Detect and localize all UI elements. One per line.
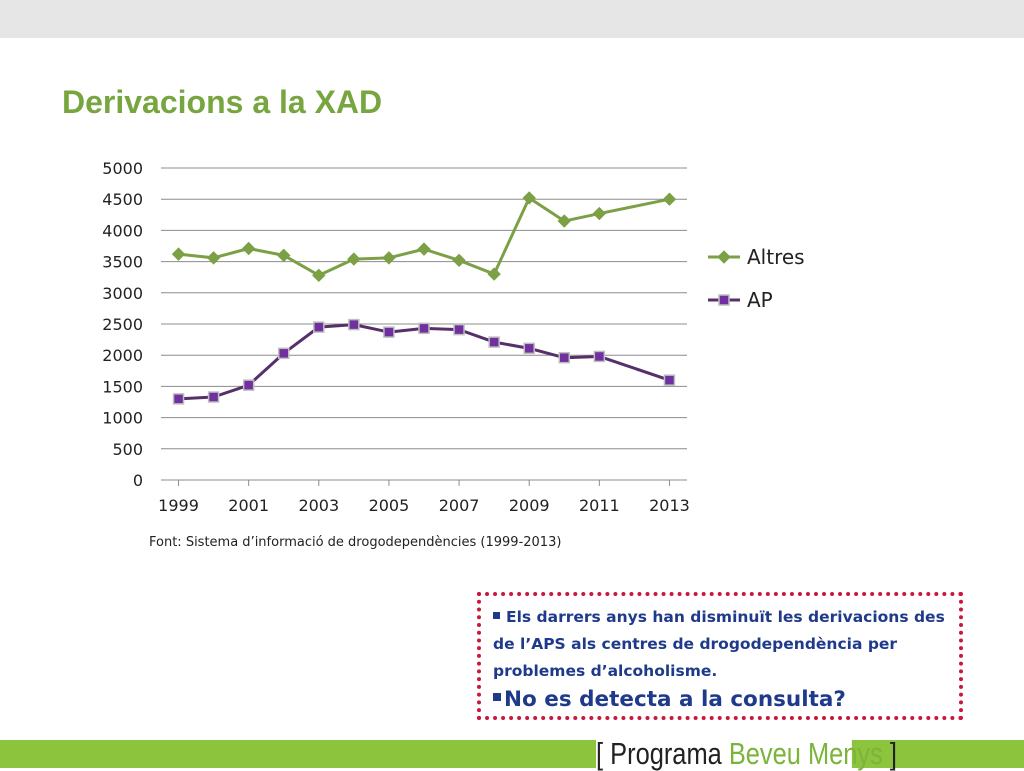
data-point-square [418, 322, 430, 335]
data-point-square [313, 321, 325, 333]
data-point-square [488, 336, 500, 348]
y-tick-label: 3000 [102, 284, 143, 303]
x-tick-label: 2005 [369, 496, 410, 515]
series-line [178, 323, 670, 401]
line-chart: 0 500 1000 1500 2000 2500 3000 3500 4000 4500 5000… [102, 159, 805, 515]
chart-grid [161, 167, 687, 450]
footer-band [0, 740, 1024, 768]
y-tick-label: 500 [112, 440, 143, 459]
data-point-diamond [241, 241, 256, 256]
callout-point-2-text: No es detecta a la consulta? [504, 687, 846, 712]
y-tick-label: 3500 [102, 253, 143, 272]
logo-word-beveu-menys: Beveu Menys [728, 736, 883, 771]
y-tick-label: 4500 [102, 190, 143, 209]
data-point-square [383, 326, 395, 338]
data-point-square [663, 374, 676, 386]
series-line [178, 196, 670, 277]
square-bullet-icon [493, 693, 501, 701]
x-tick-label: 2001 [228, 496, 269, 515]
data-point-diamond [452, 253, 466, 268]
data-point-square [242, 379, 255, 391]
top-band [0, 0, 1024, 38]
source-note: Font: Sistema d’informació de drogodepen… [149, 535, 562, 550]
data-point-square [277, 347, 290, 360]
x-tick-label: 2013 [649, 496, 690, 515]
data-point-square [718, 294, 730, 306]
y-tick-label: 5000 [102, 159, 143, 178]
x-tick-label: 2007 [439, 496, 480, 515]
data-point-diamond [206, 251, 221, 265]
legend-item-ap: AP [708, 288, 773, 312]
series-altres [171, 191, 677, 283]
x-tick-label: 2009 [509, 496, 550, 515]
data-point-square [523, 342, 535, 355]
y-tick-label: 0 [133, 471, 143, 490]
logo-open-bracket: [ [596, 736, 604, 771]
data-point-diamond [487, 267, 501, 281]
data-point-diamond [592, 206, 607, 221]
square-bullet-icon [493, 612, 500, 619]
y-tick-label: 2500 [102, 315, 143, 334]
y-tick-label: 1500 [102, 377, 143, 396]
data-point-square [348, 318, 360, 331]
data-point-square [172, 393, 185, 405]
y-tick-label: 4000 [102, 221, 143, 240]
data-point-square [558, 351, 571, 364]
callout-box: Els darrers anys han disminuït les deriv… [477, 592, 963, 720]
data-point-diamond [347, 252, 361, 266]
data-point-square [593, 350, 606, 363]
data-point-diamond [171, 247, 186, 261]
data-point-square [453, 323, 465, 336]
data-point-diamond [717, 250, 731, 264]
chart-legend: Altres AP [708, 245, 805, 312]
data-point-diamond [417, 242, 431, 256]
legend-label: Altres [747, 245, 805, 269]
data-point-diamond [522, 191, 536, 205]
data-point-diamond [382, 251, 396, 265]
x-axis: 1999 2001 2003 2005 2007 2009 2011 2013 [158, 479, 690, 515]
x-tick-label: 1999 [158, 496, 199, 515]
series-ap [172, 318, 676, 405]
data-point-diamond [312, 268, 326, 283]
data-point-diamond [557, 214, 571, 228]
data-point-diamond [662, 192, 677, 206]
slide-title: Derivacions a la XAD [62, 84, 383, 120]
x-tick-label: 2011 [579, 496, 620, 515]
y-axis-ticks: 0 500 1000 1500 2000 2500 3000 3500 4000 4500 5000 [102, 159, 143, 490]
legend-label: AP [747, 288, 773, 312]
y-tick-label: 2000 [102, 346, 143, 365]
y-tick-label: 1000 [102, 409, 143, 428]
data-point-diamond [277, 248, 291, 263]
legend-item-altres: Altres [708, 245, 805, 269]
callout-point-2: No es detecta a la consulta? [493, 685, 945, 715]
chart-series [171, 191, 677, 405]
data-point-square [207, 391, 220, 403]
x-tick-label: 2003 [298, 496, 339, 515]
callout-point-1-text: Els darrers anys han disminuït les deriv… [493, 608, 945, 680]
callout-point-1: Els darrers anys han disminuït les deriv… [493, 604, 945, 685]
logo-close-bracket: ] [889, 736, 897, 771]
program-logo: [ Programa Beveu Menys ] [596, 738, 897, 769]
logo-word-programa: Programa [610, 736, 722, 771]
